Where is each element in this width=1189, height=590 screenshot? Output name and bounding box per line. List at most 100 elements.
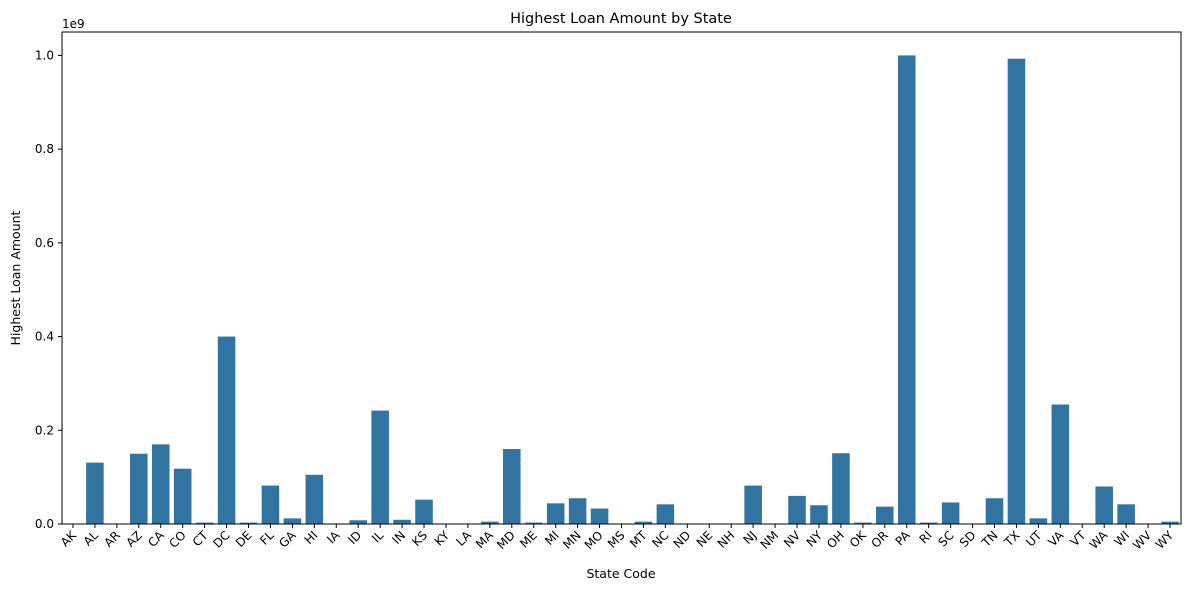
bars-group [86,55,1179,525]
bar-NJ [744,485,762,524]
bar-MA [481,521,499,524]
x-tick-label: MN [560,528,584,552]
x-tick-label: AR [101,528,123,550]
x-tick-label: NM [758,528,782,552]
y-axis: 0.0 0.2 0.4 0.6 0.8 1.0 [35,48,62,531]
bar-ME [524,522,543,524]
bar-CO [173,468,192,524]
chart-title: Highest Loan Amount by State [510,11,732,27]
y-tick-label: 0.0 [35,517,54,531]
y-axis-label: Highest Loan Amount [8,210,23,345]
x-tick-label: LA [453,528,474,549]
x-tick-label: MA [473,528,497,552]
bar-MO [590,508,609,524]
x-tick-label: ID [345,528,364,547]
bar-DE [239,522,258,524]
bar-NY [810,505,828,524]
bar-OK [854,522,872,524]
y-tick-label: 0.6 [35,236,54,250]
x-tick-label: NE [694,528,716,550]
x-tick-label: MO [582,528,606,552]
bar-MN [568,498,587,524]
x-tick-label: WA [1087,528,1111,552]
y-tick-label: 1.0 [35,48,54,62]
y-tick-label: 0.8 [35,142,54,156]
x-tick-label: OH [824,528,847,551]
bar-SC [941,502,960,524]
x-tick-label: SD [957,528,979,550]
bar-KS [415,499,433,524]
x-tick-label: NH [715,528,738,551]
x-tick-label: CT [190,528,211,549]
x-tick-label: HI [302,528,321,547]
bar-RI [919,522,938,524]
bar-NC [656,504,675,524]
bar-PA [897,55,916,525]
bar-AL [86,462,104,524]
bar-TX [1007,58,1026,525]
x-tick-label: WI [1111,528,1132,549]
x-tick-label: PA [893,528,914,549]
bar-CT [195,522,214,524]
x-tick-label: WY [1153,528,1177,552]
x-tick-label: NC [649,528,671,550]
bar-WY [1161,521,1179,524]
x-tick-label: KY [432,528,453,549]
x-tick-label: DC [210,528,232,550]
x-axis-label: State Code [586,566,655,581]
x-tick-label: CO [166,528,189,551]
x-tick-label: MS [605,528,628,551]
x-tick-label: OR [868,528,890,550]
x-tick-label: ME [517,528,540,551]
x-tick-label: GA [276,528,299,551]
x-tick-label: UT [1023,528,1045,550]
x-tick-label: MD [494,528,518,552]
x-tick-label: VT [1067,528,1088,549]
x-tick-label: AK [58,527,80,549]
x-tick-label: NY [804,528,826,550]
x-tick-label: VA [1045,528,1067,550]
bar-MI [546,503,565,524]
x-tick-label: TN [978,528,1000,550]
bar-OR [876,506,894,524]
bar-NV [788,495,806,524]
plot-frame [61,31,1182,525]
bar-UT [1029,518,1048,524]
x-tick-label: IN [389,528,408,547]
x-tick-label: FL [257,528,277,548]
x-tick-label: NJ [741,528,760,547]
bar-WA [1095,486,1113,524]
x-tick-label: IL [369,528,386,545]
x-tick-label: RI [916,528,934,546]
bar-IN [393,519,411,524]
bar-ID [349,520,367,524]
bar-MD [503,449,521,524]
x-tick-label: IA [324,528,343,547]
x-tick-label: CA [145,528,167,550]
bar-FL [261,485,280,524]
bar-WI [1117,504,1135,524]
bar-MT [634,521,653,524]
bar-HI [305,474,324,524]
x-tick-label: TX [1001,528,1023,550]
x-tick-label: NV [781,528,804,551]
y-multiplier-label: 1e9 [62,17,85,31]
x-tick-label: WV [1130,528,1155,553]
x-tick-label: MI [542,528,562,548]
y-tick-label: 0.4 [35,330,54,344]
y-tick-label: 0.2 [35,423,54,437]
x-axis: AK AL AR AZ CA CO CT DC DE FL GA HI IA ID IL IN KS KY LAMA… [58,524,1177,552]
bar-VA [1051,404,1070,524]
x-tick-label: MT [627,528,650,551]
x-tick-label: AL [81,528,102,549]
x-tick-label: KS [409,528,430,549]
x-tick-label: ND [671,528,694,551]
bar-GA [283,518,302,524]
x-tick-label: AZ [123,528,145,550]
bar-TN [985,498,1004,524]
bar-CA [151,444,170,524]
x-tick-label: SC [936,528,957,549]
x-tick-label: DE [233,528,255,550]
bar-DC [217,336,236,524]
